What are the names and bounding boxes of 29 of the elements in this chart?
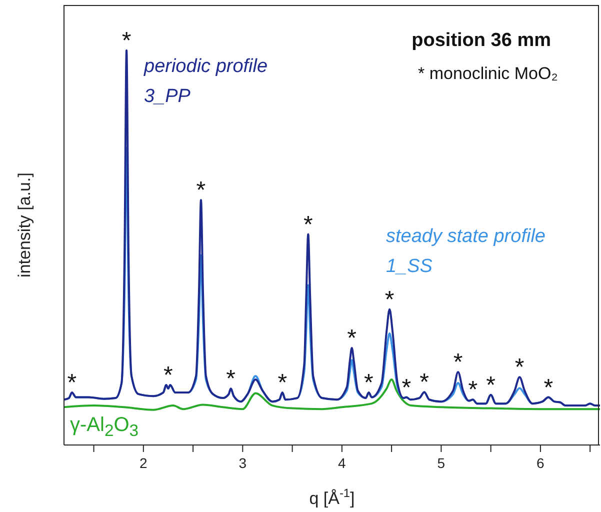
annotation: *: [453, 348, 463, 376]
annotation: *: [544, 374, 554, 402]
annotation: * monoclinic MoO₂: [418, 64, 558, 84]
annotation: *: [304, 211, 313, 238]
annotation: *: [514, 354, 524, 382]
x-tick-label: 4: [338, 454, 346, 471]
annotation: *: [384, 286, 394, 314]
annotation: *: [468, 376, 478, 404]
annotation: *: [196, 176, 206, 204]
annotation: *: [420, 369, 429, 396]
text: steady state profile 1_SS: [386, 225, 546, 279]
x-tick-label: 2: [140, 454, 148, 471]
annotation: *: [122, 27, 132, 54]
annotation: *: [226, 366, 236, 393]
x-tick-label: 3: [238, 454, 247, 471]
series-label: periodic profile 3_PP: [144, 55, 268, 109]
series-label: γ-Al$_{2}$O$_{3}$: [70, 413, 139, 442]
annotation: *: [278, 370, 288, 397]
annotation: *: [364, 370, 374, 397]
chart-title: position 36 mm: [412, 30, 551, 52]
annotation: *: [486, 372, 496, 399]
x-axis-title: q [Å$^{-1}$]: [309, 486, 355, 508]
annotation: *: [67, 370, 77, 397]
y-axis-title: intensity [a.u.]: [15, 172, 34, 278]
annotation: *: [402, 374, 412, 402]
annotation: *: [347, 324, 357, 352]
annotation: *: [164, 362, 173, 390]
x-tick-label: 5: [437, 454, 446, 471]
x-tick-label: 6: [536, 454, 545, 471]
